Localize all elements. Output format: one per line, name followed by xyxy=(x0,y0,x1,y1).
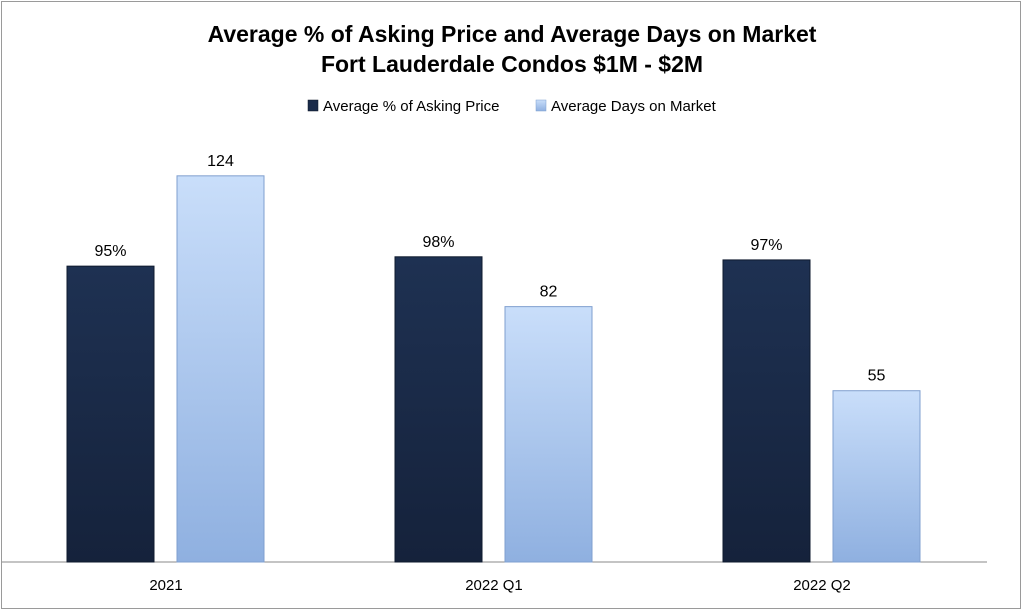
legend-label-days-on-market: Average Days on Market xyxy=(551,98,717,115)
data-label-asking-price-0: 95% xyxy=(94,243,126,260)
category-label-1: 2022 Q1 xyxy=(465,577,523,594)
bar-asking-price-1 xyxy=(394,256,483,563)
data-label-days-on-market-2: 55 xyxy=(868,368,886,385)
labels-group: 95% 124 2021 98% 82 2022 Q1 97% 55 2022 Q2 xyxy=(94,153,885,594)
data-label-asking-price-1: 98% xyxy=(422,234,454,251)
legend-swatch-days-on-market xyxy=(535,99,547,112)
category-label-0: 2021 xyxy=(149,577,182,594)
data-label-days-on-market-1: 82 xyxy=(540,284,558,301)
bar-days-on-market-2 xyxy=(832,390,921,563)
bar-days-on-market-0 xyxy=(176,175,265,563)
data-label-asking-price-2: 97% xyxy=(750,237,782,254)
bar-asking-price-0 xyxy=(66,265,155,563)
chart-subtitle: Fort Lauderdale Condos $1M - $2M xyxy=(321,51,703,77)
category-label-2: 2022 Q2 xyxy=(793,577,851,594)
legend-label-asking-price: Average % of Asking Price xyxy=(323,98,499,115)
bar-asking-price-2 xyxy=(722,259,811,563)
legend-swatch-asking-price xyxy=(307,99,319,112)
data-label-days-on-market-0: 124 xyxy=(207,153,234,170)
bars-group xyxy=(66,175,921,563)
legend: Average % of Asking Price Average Days o… xyxy=(307,98,717,115)
chart-title: Average % of Asking Price and Average Da… xyxy=(208,21,817,47)
bar-days-on-market-1 xyxy=(504,306,593,563)
